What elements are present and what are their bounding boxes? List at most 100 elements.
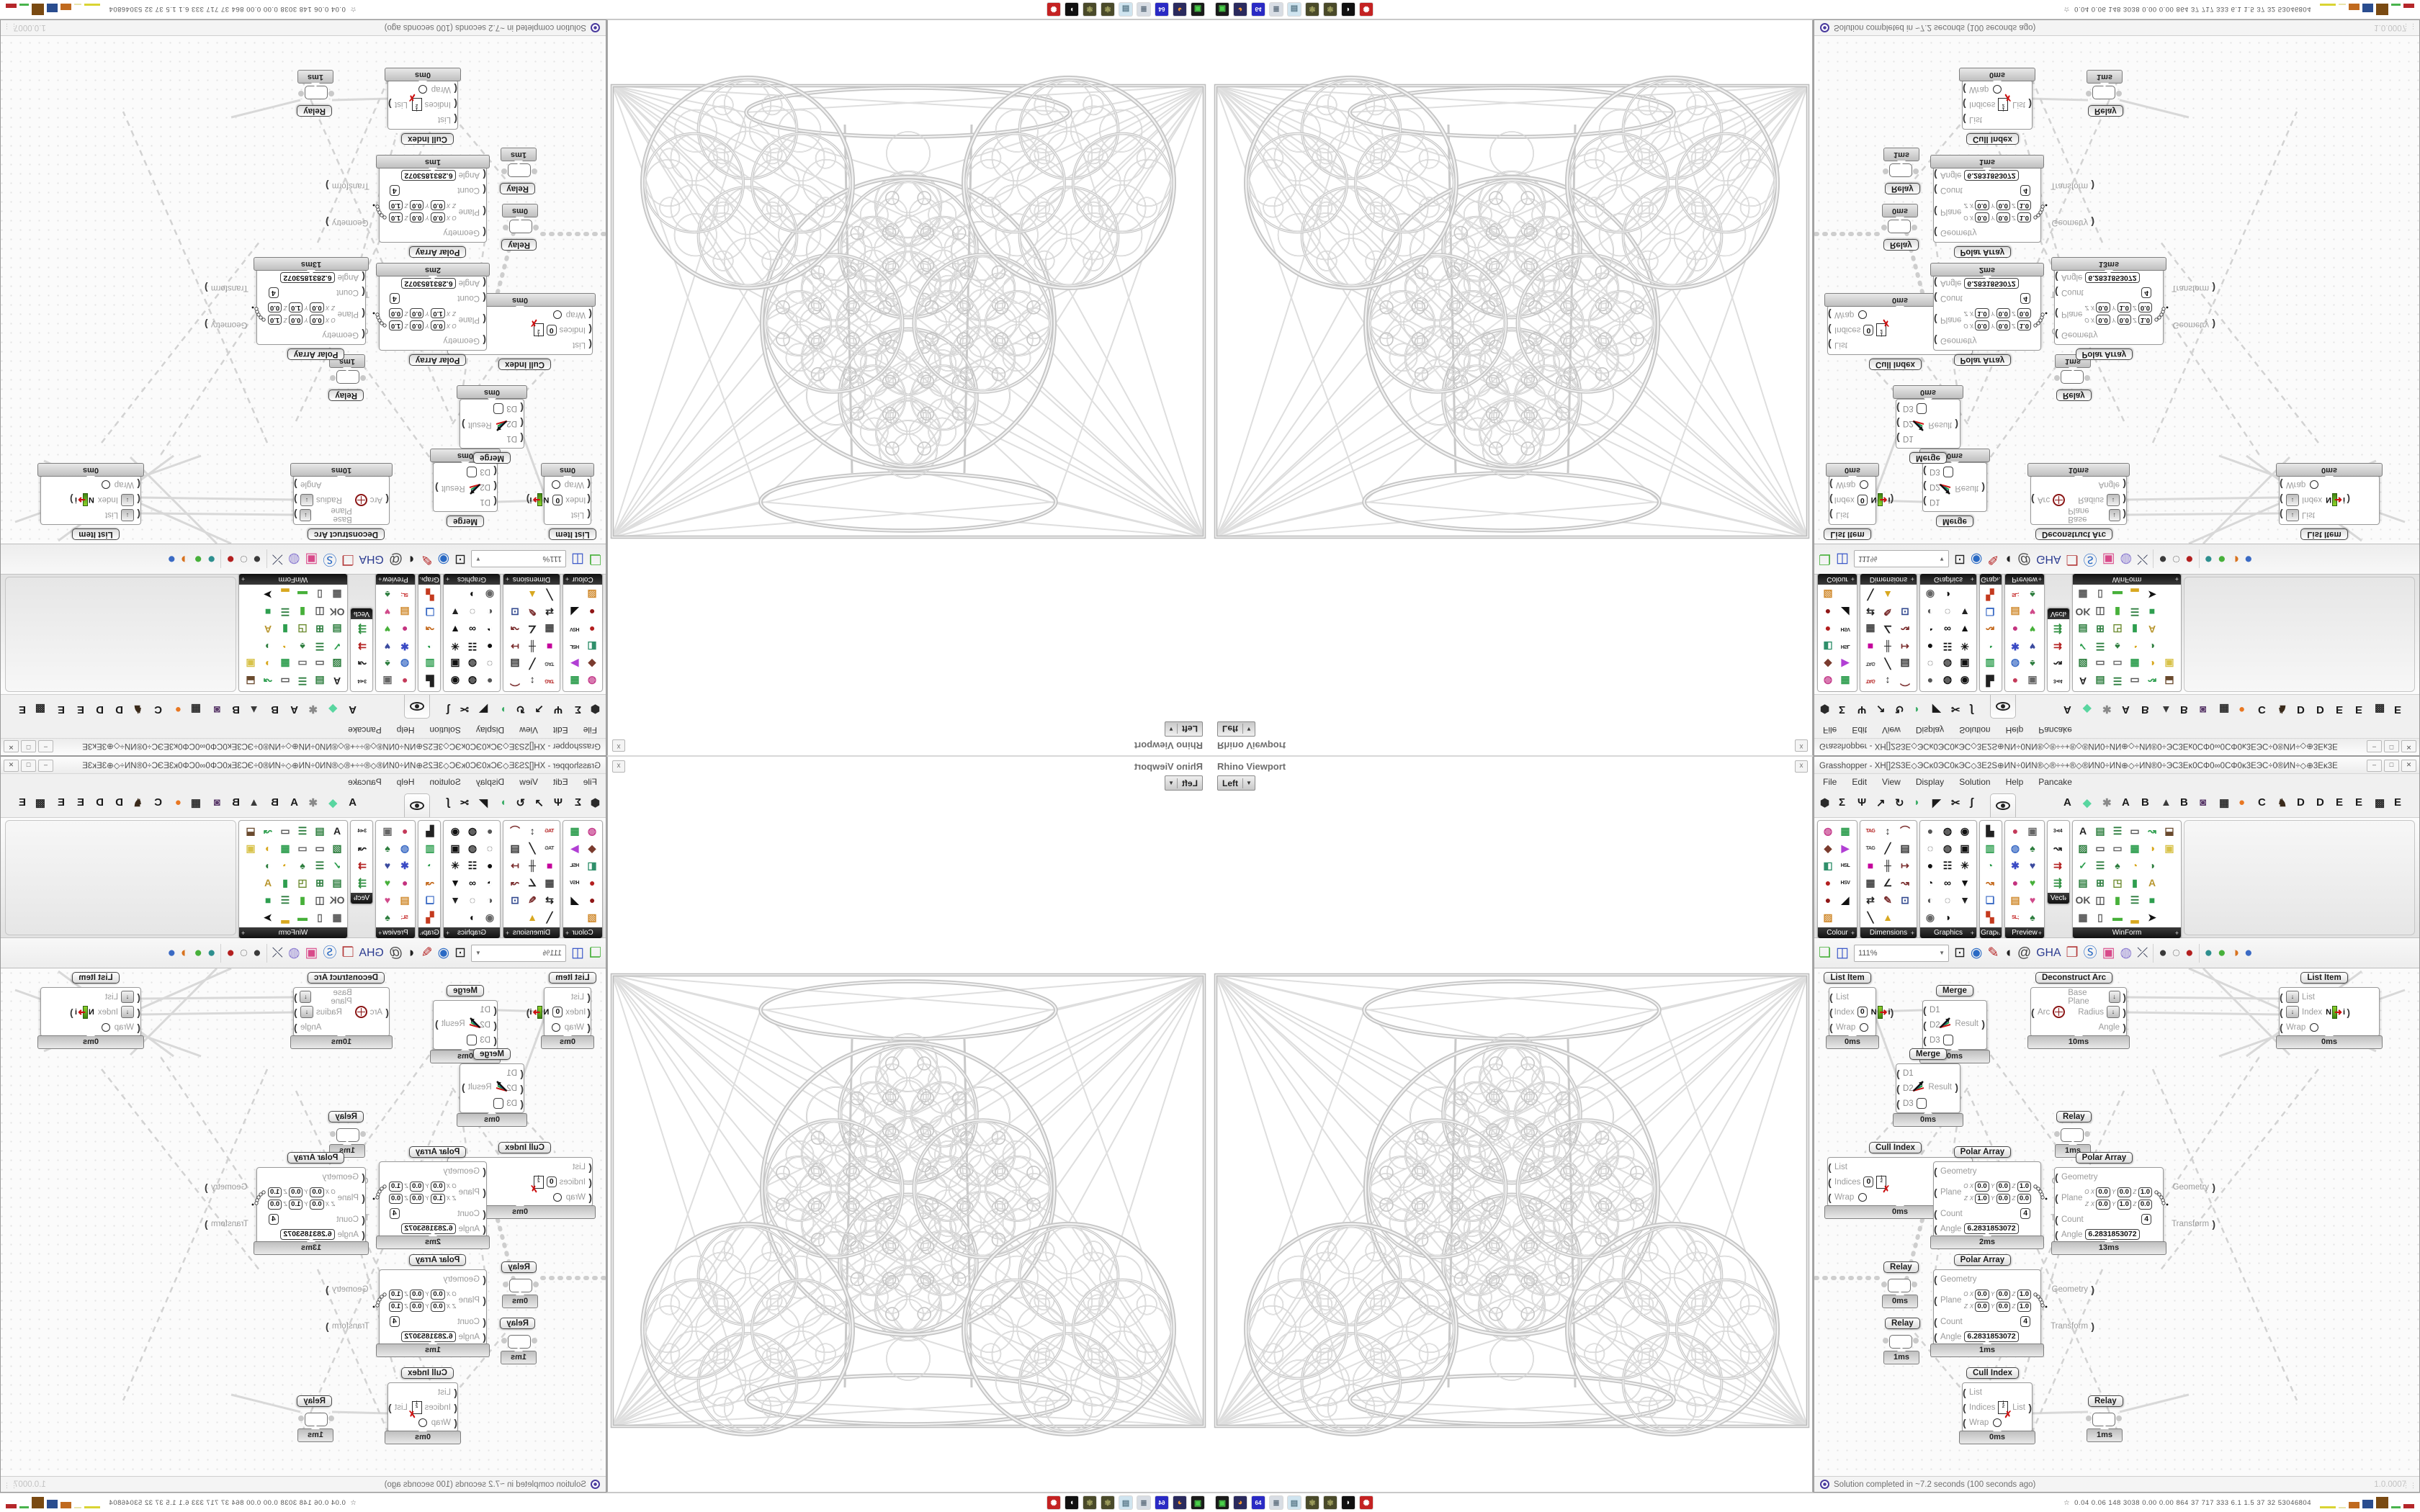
deconstruct-arc-component[interactable]: (Arc Base Plane ↓) Radius ↓) Angle) xyxy=(293,475,390,525)
ribbon-icon[interactable]: ◔ xyxy=(426,860,434,871)
component-label[interactable]: Deconstruct Arc xyxy=(307,972,385,984)
ribbon-icon[interactable]: ▤ xyxy=(332,624,342,636)
firefox-icon[interactable]: ◕ xyxy=(1234,1496,1247,1509)
open-file-icon[interactable]: ❏ xyxy=(588,552,601,567)
preview-wire-icon[interactable]: ◌ xyxy=(2172,552,2181,567)
redhat-icon[interactable]: ✺ xyxy=(1360,1496,1373,1509)
relay-body[interactable] xyxy=(2061,370,2084,384)
ribbon-icon[interactable]: ▣ xyxy=(450,658,460,670)
ribbon-icon[interactable]: ▙ xyxy=(426,824,434,837)
ribbon-icon[interactable]: ⊡ xyxy=(511,606,519,618)
menu-item-display[interactable]: Display xyxy=(1915,777,1945,787)
ribbon-icon[interactable]: ■ xyxy=(264,606,272,618)
input-socket[interactable]: ( xyxy=(137,509,140,521)
ribbon-icon[interactable]: ▦ xyxy=(2130,842,2140,854)
ribbon-icon[interactable] xyxy=(506,586,524,603)
tab-mesh[interactable]: ◤ xyxy=(1932,703,1941,715)
ribbon-icon[interactable]: ∠ xyxy=(527,876,537,888)
output-socket[interactable]: ) xyxy=(294,1006,297,1018)
component-label[interactable]: List Item xyxy=(2300,528,2348,540)
ribbon-icon[interactable]: ✳ xyxy=(451,859,460,871)
ribbon-icon[interactable]: ▨ xyxy=(587,911,597,923)
component-label[interactable]: Merge xyxy=(447,985,484,996)
tab-sets[interactable]: Ψ xyxy=(553,796,563,809)
tab-transform[interactable]: ʃ xyxy=(447,796,450,809)
ribbon-icon[interactable]: ■ xyxy=(546,641,553,652)
relay-label[interactable]: Relay xyxy=(1885,183,1920,194)
tab-plugin-8[interactable]: ▦ xyxy=(2219,703,2230,715)
relay-body[interactable] xyxy=(508,163,531,177)
tab-plugin-10[interactable]: C xyxy=(154,796,162,809)
ribbon-icon[interactable]: ⇄ xyxy=(545,894,554,906)
ribbon-icon[interactable]: ✎ xyxy=(1883,606,1892,618)
ribbon-icon[interactable]: SL; xyxy=(2012,592,2019,598)
tab-plugin-1[interactable]: ◆ xyxy=(2083,703,2092,715)
ribbon-icon[interactable]: ◉ xyxy=(1960,824,1970,837)
tab-params[interactable]: ⬢ xyxy=(590,797,600,809)
ribbon-icon[interactable]: ◔ xyxy=(486,877,493,888)
ribbon-icon[interactable]: ╫ xyxy=(529,641,536,652)
expand-icon[interactable]: + xyxy=(378,575,382,583)
relay-label[interactable]: Relay xyxy=(1885,1318,1920,1329)
ribbon-icon[interactable]: ◢ xyxy=(1841,606,1850,618)
menu-item-solution[interactable]: Solution xyxy=(1959,725,1991,735)
display-teal-icon[interactable]: ● xyxy=(207,552,216,567)
ribbon-icon[interactable]: ▤ xyxy=(315,675,325,688)
input-socket[interactable]: ( xyxy=(520,433,524,445)
ribbon-icon[interactable]: ♥ xyxy=(2029,641,2036,652)
input-socket[interactable]: ( xyxy=(493,466,497,478)
close-button[interactable]: ✕ xyxy=(4,740,19,752)
scroll-icon[interactable]: ≣ xyxy=(1137,1496,1150,1509)
close-button[interactable]: ✕ xyxy=(2401,740,2416,752)
input-socket[interactable]: ( xyxy=(483,206,486,217)
ribbon-icon[interactable]: ↝ xyxy=(2053,842,2062,854)
ribbon-icon[interactable]: ▚ xyxy=(1986,911,1994,923)
ribbon-icon[interactable]: ♥ xyxy=(384,894,391,906)
ribbon-icon[interactable]: ▭ xyxy=(2130,675,2140,688)
tab-plugin-9[interactable]: ● xyxy=(2238,703,2246,716)
input-socket[interactable]: ( xyxy=(483,277,486,289)
input-socket[interactable]: ( xyxy=(1934,227,1937,239)
ribbon-icon[interactable]: ╱ xyxy=(1884,658,1891,670)
list-item-component[interactable]: (List(Index 0 N ➜ i)(Wrap xyxy=(1829,987,1894,1037)
tab-vector[interactable]: ↗ xyxy=(1876,703,1886,715)
ribbon-icon[interactable]: ❏ xyxy=(425,894,435,906)
ribbon-icon[interactable] xyxy=(1896,586,1914,603)
component-label[interactable]: List Item xyxy=(549,528,596,540)
ribbon-icon[interactable]: ■ xyxy=(2148,606,2156,618)
ribbon-icon[interactable] xyxy=(242,909,259,926)
ribbon-icon[interactable]: ⬓ xyxy=(246,675,256,688)
menu-item-pancake[interactable]: Pancake xyxy=(2038,725,2072,735)
ribbon-icon[interactable]: ▦ xyxy=(544,624,555,636)
input-socket[interactable]: ( xyxy=(1934,1187,1937,1198)
close-icon[interactable]: x xyxy=(1795,760,1808,773)
tab-maths[interactable]: Σ xyxy=(574,796,581,809)
expand-icon[interactable]: + xyxy=(506,929,510,937)
ribbon-icon[interactable]: ▼ xyxy=(450,894,460,906)
ribbon-icon[interactable]: ♠ xyxy=(385,589,390,600)
input-socket[interactable]: ( xyxy=(1963,84,1966,96)
tab-plugin-0[interactable]: A xyxy=(349,703,357,716)
input-socket[interactable]: ( xyxy=(1934,1295,1937,1306)
ribbon-icon[interactable]: ↝ xyxy=(264,824,272,837)
tab-params[interactable]: ⬢ xyxy=(1820,797,1830,809)
wrap-toggle[interactable] xyxy=(552,1192,562,1202)
open-file-icon[interactable]: ❏ xyxy=(1819,945,1832,960)
ribbon-icon[interactable]: ♠ xyxy=(2030,912,2035,923)
ribbon-icon[interactable]: ▲ xyxy=(1883,589,1893,600)
input-socket[interactable]: ( xyxy=(137,991,140,1003)
input-socket[interactable]: ( xyxy=(587,1021,591,1033)
ribbon-icon[interactable]: ◳ xyxy=(297,876,308,888)
tab-plugin-12[interactable]: D xyxy=(2297,703,2305,716)
polar-array-component[interactable]: (Geometry(Plane O X 0.0 Y 0.0 Z 1.0 Z X 0.0 Y 0.0 Z 1.… xyxy=(1933,166,2094,243)
ribbon-icon[interactable]: ❏ xyxy=(1985,894,1995,906)
ribbon-icon[interactable]: ◍ xyxy=(1942,842,1953,854)
ribbon-icon[interactable] xyxy=(1956,909,1973,926)
ribbon-icon[interactable]: ⬓ xyxy=(2164,824,2174,837)
input-socket[interactable]: ( xyxy=(2055,1171,2058,1183)
ribbon-icon[interactable]: ◑ xyxy=(264,641,272,652)
tab-plugin-4[interactable]: B xyxy=(271,796,279,809)
ribbon-icon[interactable]: ● xyxy=(401,825,408,837)
merge-component[interactable]: (D1(D2(D3 Result) xyxy=(1896,399,1960,449)
ribbon-icon[interactable]: ▣ xyxy=(2164,842,2174,854)
